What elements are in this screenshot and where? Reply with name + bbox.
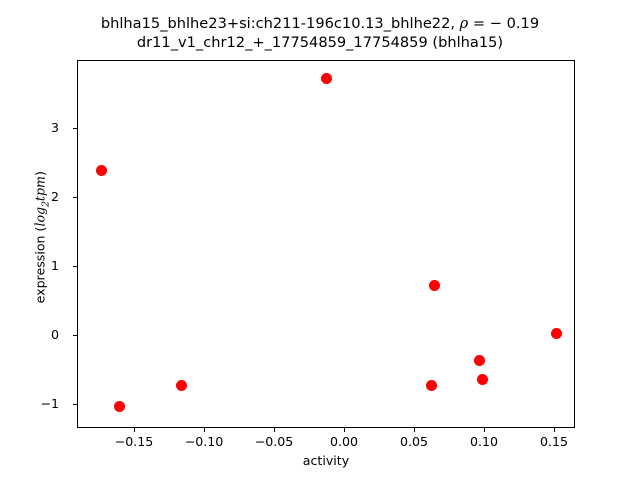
log-base-text: log <box>32 206 48 227</box>
y-axis-label-text: expression ( <box>32 226 48 304</box>
chart-title-prefix: bhlha15_bhlhe23+si:ch211-196c10.13_bhlhe… <box>100 15 460 32</box>
y-tick-label: 3 <box>50 119 59 135</box>
x-tick-label: 0.05 <box>399 434 428 449</box>
y-tick-mark <box>73 196 77 199</box>
data-point <box>550 327 562 339</box>
log-subscript: 2 <box>41 201 52 207</box>
y-axis-label-close: ) <box>32 171 48 177</box>
y-tick-mark <box>73 335 77 337</box>
x-axis-label: activity <box>302 453 350 468</box>
x-tick-label: 0.15 <box>539 434 568 449</box>
y-tick-label: 2 <box>50 188 59 204</box>
x-tick-mark <box>133 428 136 432</box>
x-tick-mark <box>273 428 276 432</box>
tpm-text: tpm <box>32 176 48 202</box>
y-tick-mark <box>73 127 77 130</box>
y-tick-label: 1 <box>50 257 59 273</box>
y-tick-label: −1 <box>40 396 59 412</box>
rho-symbol: ρ <box>459 15 469 32</box>
data-point <box>95 164 107 176</box>
chart-title-line-1: bhlha15_bhlhe23+si:ch211-196c10.13_bhlhe… <box>0 14 640 33</box>
y-tick-mark <box>73 404 77 406</box>
data-point <box>175 379 187 391</box>
chart-title: bhlha15_bhlhe23+si:ch211-196c10.13_bhlhe… <box>0 14 640 52</box>
plot-axes-frame <box>77 60 575 428</box>
data-point <box>321 73 333 85</box>
x-tick-mark <box>203 428 206 432</box>
x-tick-label: −0.10 <box>184 434 224 449</box>
data-point <box>476 374 488 385</box>
x-tick-label: −0.15 <box>114 434 154 449</box>
y-tick-mark <box>73 265 77 268</box>
data-point <box>114 400 126 412</box>
x-tick-label: −0.05 <box>254 434 294 449</box>
y-tick-label: 0 <box>50 327 59 343</box>
x-tick-label: 0.10 <box>469 434 498 449</box>
x-tick-mark <box>483 428 486 432</box>
x-tick-mark <box>553 428 556 432</box>
rho-value: = − 0.19 <box>468 15 540 32</box>
chart-title-line-2: dr11_v1_chr12_+_17754859_17754859 (bhlha… <box>136 34 504 51</box>
y-axis-label: expression (log2tpm) <box>33 97 52 377</box>
data-points-layer <box>78 61 574 427</box>
y-axis-label-math: log2tpm <box>32 176 52 227</box>
x-tick-mark <box>343 428 346 432</box>
x-tick-label: 0.00 <box>329 434 358 449</box>
data-point <box>473 355 485 367</box>
data-point <box>426 379 438 391</box>
data-point <box>429 280 441 292</box>
x-tick-mark <box>413 428 416 432</box>
